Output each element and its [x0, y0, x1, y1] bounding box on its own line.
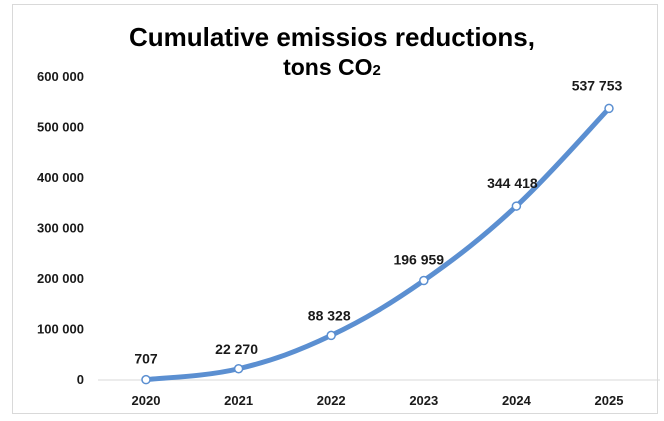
y-tick-label: 200 000: [37, 271, 84, 286]
data-point: [233, 364, 244, 374]
data-point: [511, 201, 522, 211]
chart-title-line-2: tons CO2: [0, 52, 664, 86]
chart-title-line-1: Cumulative emissios reductions,: [128, 22, 535, 52]
data-label: 344 418: [487, 175, 538, 191]
data-label: 537 753: [572, 77, 623, 93]
x-tick-label: 2021: [224, 393, 253, 408]
x-tick-label: 2022: [317, 393, 346, 408]
y-tick-label: 100 000: [37, 322, 84, 337]
y-tick-label: 300 000: [37, 221, 84, 236]
x-tick-label: 2023: [409, 393, 438, 408]
y-tick-label: 400 000: [37, 170, 84, 185]
chart-title: Cumulative emissios reductions, tons CO2: [0, 22, 664, 86]
x-tick-label: 2025: [595, 393, 624, 408]
y-tick-label: 600 000: [37, 69, 84, 84]
data-point: [419, 275, 429, 286]
data-point: [604, 103, 614, 114]
chart-title-subscript: 2: [372, 62, 381, 79]
y-tick-label: 500 000: [37, 120, 84, 135]
series-line: [143, 105, 612, 383]
x-tick-label: 2024: [502, 393, 532, 408]
data-point: [326, 330, 336, 341]
y-tick-label: 0: [77, 372, 84, 387]
data-label: 707: [134, 351, 158, 367]
data-label: 22 270: [215, 341, 258, 357]
data-label: 196 959: [393, 252, 444, 268]
chart-title-line-2-text: tons CO: [283, 54, 373, 80]
data-point: [141, 374, 151, 385]
chart-frame: [12, 4, 658, 414]
x-tick-label: 2020: [132, 393, 161, 408]
data-label: 88 328: [308, 307, 351, 323]
